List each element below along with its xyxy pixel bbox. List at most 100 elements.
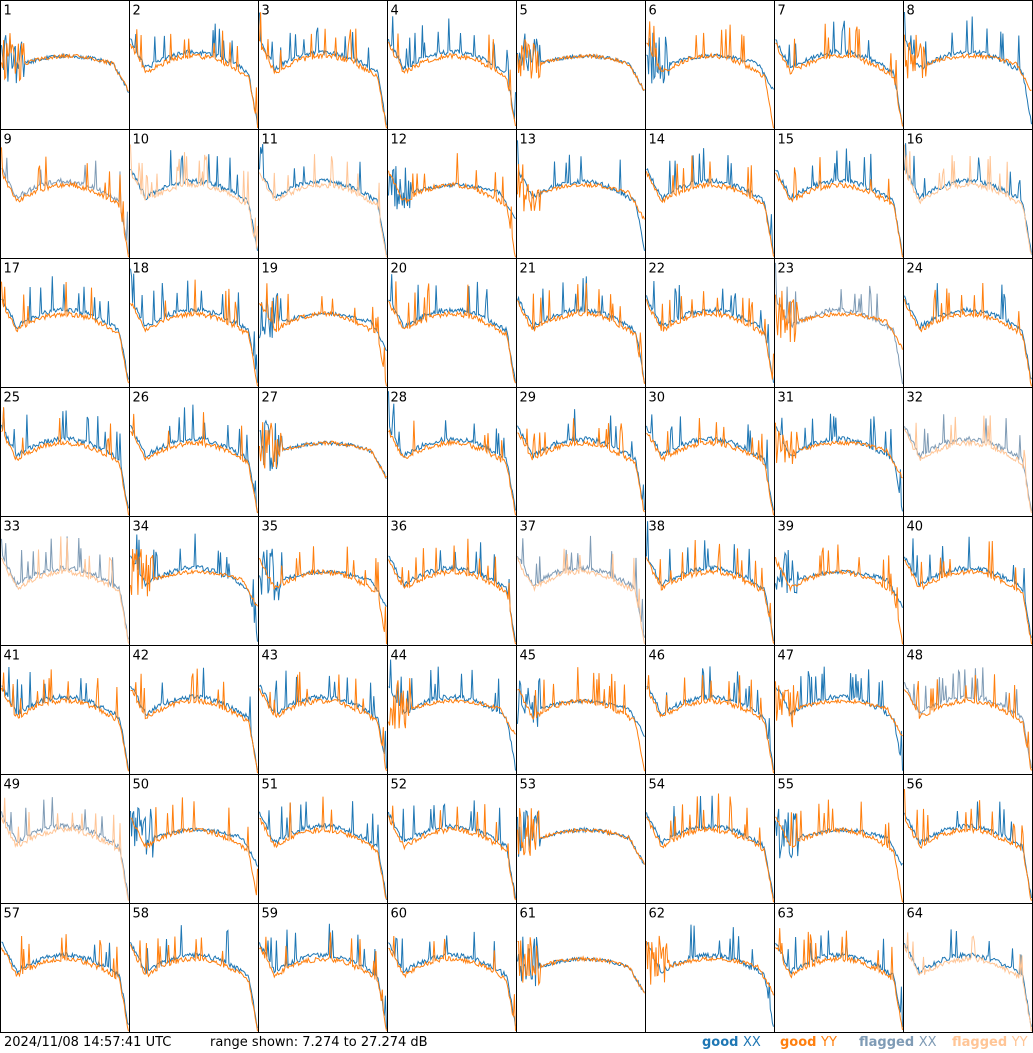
trace-yy [130,936,258,1032]
tile-number: 57 [4,907,21,922]
tile-13: 13 [516,129,646,259]
tile-frame [903,774,1033,904]
tile-frame [0,258,130,388]
tile-frame [903,516,1033,646]
tile-43: 43 [258,645,388,775]
trace-xx [130,533,258,642]
trace-yy [259,932,387,1031]
tile-8: 8 [903,0,1033,130]
trace-yy [259,422,387,479]
tile-number: 61 [520,907,537,922]
tile-number: 23 [778,262,795,277]
trace-yy [259,671,387,771]
tile-number: 18 [133,262,150,277]
tile-number: 27 [262,391,279,406]
trace-xx [646,280,774,383]
tile-number: 62 [649,907,666,922]
tile-number: 13 [520,133,537,148]
tile-number: 3 [262,4,270,19]
tile-20: 20 [387,258,517,388]
footer: 2024/11/08 14:57:41 UTC range shown: 7.2… [0,1033,1033,1053]
tile-18: 18 [129,258,259,388]
tile-number: 51 [262,778,279,793]
tile-number: 36 [391,520,408,535]
trace-yy [775,422,903,479]
tile-26: 26 [129,387,259,517]
legend-key: YY [1011,1035,1028,1050]
legend-good-xx: good XX [702,1035,761,1050]
tile-frame [516,774,646,904]
trace-yy [130,668,258,774]
trace-yy [130,412,258,514]
tile-35: 35 [258,516,388,646]
tile-number: 44 [391,649,408,664]
trace-yy [646,417,774,516]
trace-yy [775,928,903,1030]
trace-yy [517,39,645,92]
tile-number: 43 [262,649,279,664]
trace-yy [130,144,258,249]
tile-frame [258,516,388,646]
tile-29: 29 [516,387,646,517]
trace-xx [775,20,903,125]
trace-yy [904,674,1032,771]
trace-yy [130,29,258,128]
tile-number: 50 [133,778,150,793]
trace-xx [517,809,645,865]
tile-5: 5 [516,0,646,130]
trace-yy [646,935,774,996]
tile-39: 39 [774,516,904,646]
trace-xx [388,931,516,1027]
trace-yy [904,282,1032,387]
tile-9: 9 [0,129,130,259]
tile-number: 53 [520,778,537,793]
trace-yy [388,804,516,901]
trace-xx [904,283,1032,380]
trace-xx [904,929,1032,1027]
tile-number: 29 [520,391,537,406]
tile-number: 56 [907,778,924,793]
trace-xx [904,414,1032,512]
tile-25: 25 [0,387,130,517]
tile-number: 12 [391,133,408,148]
tile-number: 35 [262,520,279,535]
legend-label: good [780,1035,817,1050]
tile-48: 48 [903,645,1033,775]
legend-flagged-xx: flagged XX [859,1035,937,1050]
tile-22: 22 [645,258,775,388]
trace-xx [1,407,129,509]
legend-label: good [702,1035,739,1050]
tile-1: 1 [0,0,130,130]
trace-yy [259,283,387,387]
trace-yy [130,797,258,896]
tile-31: 31 [774,387,904,517]
trace-xx [388,16,516,120]
trace-yy [904,144,1032,255]
trace-yy [904,788,1032,901]
tile-32: 32 [903,387,1033,517]
tile-number: 28 [391,391,408,406]
trace-yy [259,154,387,258]
tile-number: 48 [907,649,924,664]
tile-44: 44 [387,645,517,775]
trace-yy [388,33,516,127]
tile-number: 32 [907,391,924,406]
trace-yy [1,669,129,772]
trace-yy [775,290,903,350]
tile-frame [645,903,775,1033]
trace-xx [259,670,387,769]
tile-64: 64 [903,903,1033,1033]
tile-57: 57 [0,903,130,1033]
tile-number: 42 [133,649,150,664]
tile-27: 27 [258,387,388,517]
tile-54: 54 [645,774,775,904]
trace-xx [904,801,1032,899]
trace-yy [517,418,645,513]
tile-45: 45 [516,645,646,775]
tile-37: 37 [516,516,646,646]
trace-yy [1,147,129,258]
tile-63: 63 [774,903,904,1033]
trace-xx [388,391,516,511]
tile-4: 4 [387,0,517,130]
